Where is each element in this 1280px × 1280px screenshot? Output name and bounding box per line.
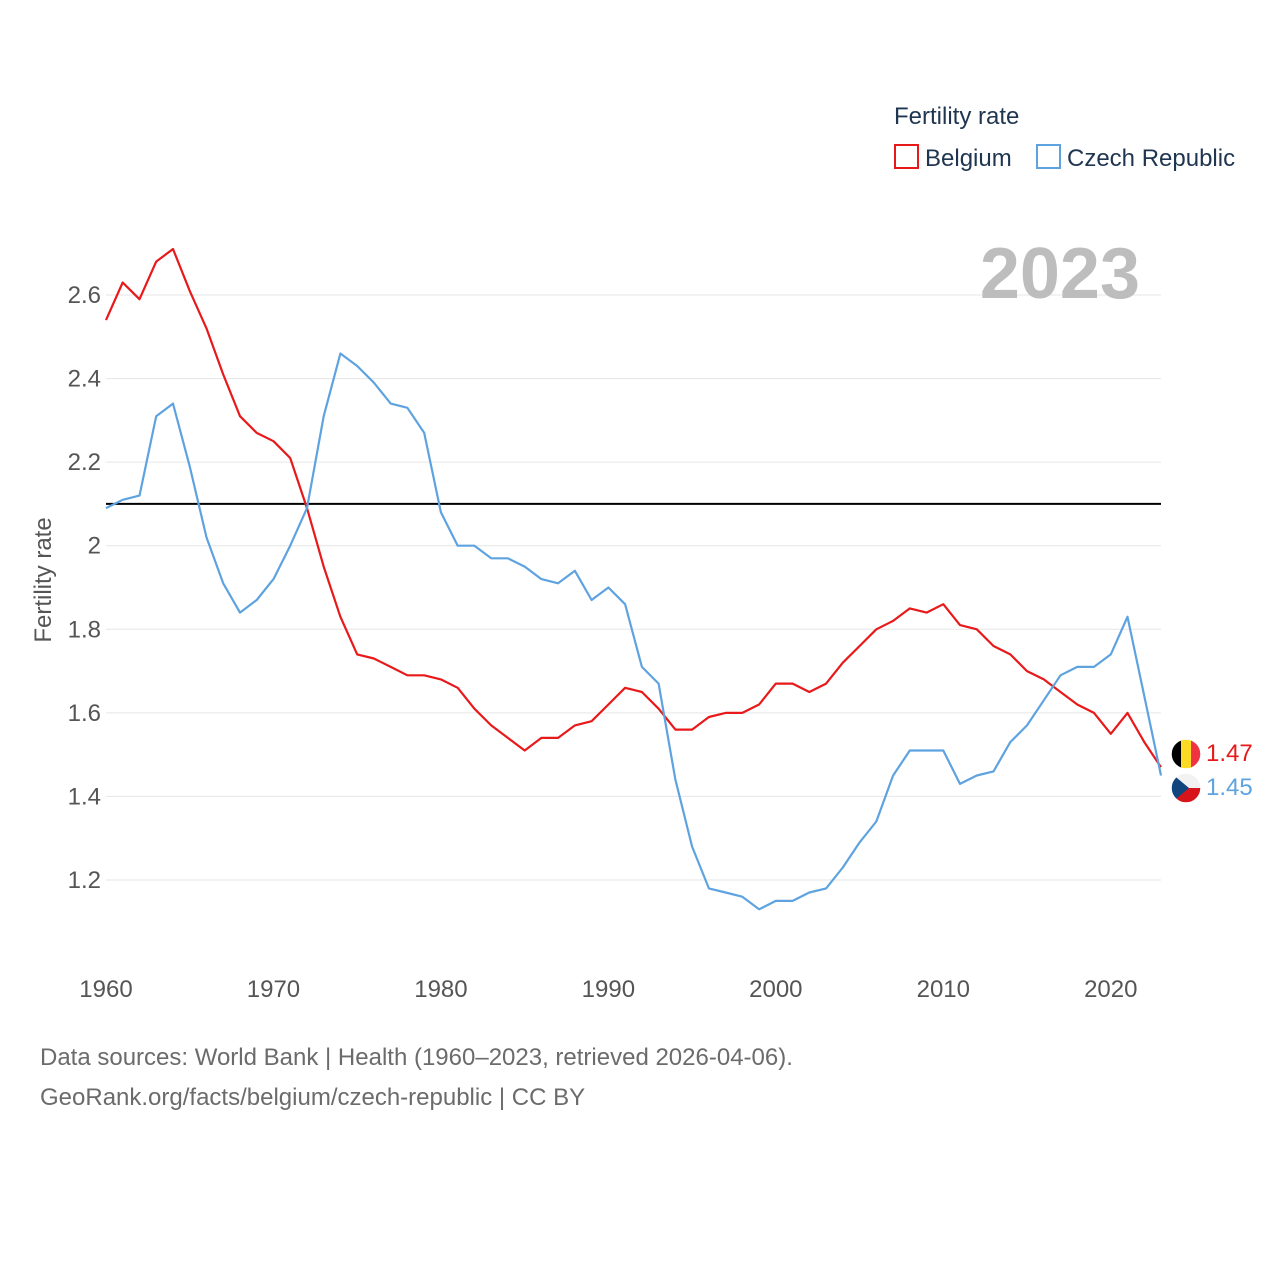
y-tick-label: 1.8: [68, 616, 101, 643]
legend-swatch-belgium: [894, 144, 919, 169]
end-value-czech-republic: 1.45: [1206, 774, 1253, 801]
end-value-belgium: 1.47: [1206, 740, 1253, 767]
line-chart: 1.2 1.4 1.6 1.8 2 2.2 2.4 2.6 1960 1970 1980 1990 20…: [30, 103, 1253, 1003]
belgium-flag-icon: [1170, 738, 1202, 770]
y-tick-label: 1.2: [68, 867, 101, 894]
x-tick-label: 2020: [1084, 976, 1137, 1003]
y-tick-label: 1.4: [68, 783, 101, 810]
year-display: 2023: [980, 234, 1140, 314]
x-tick-label: 1990: [582, 976, 635, 1003]
y-axis-label: Fertility rate: [30, 517, 57, 642]
x-tick-label: 1960: [79, 976, 132, 1003]
y-tick-label: 2.4: [68, 366, 101, 393]
x-tick-label: 2010: [917, 976, 970, 1003]
y-tick-label: 1.6: [68, 700, 101, 727]
legend-item-belgium[interactable]: Belgium: [894, 144, 1012, 172]
x-tick-label: 1980: [414, 976, 467, 1003]
y-tick-label: 2.6: [68, 282, 101, 309]
legend-label-czech-republic: Czech Republic: [1067, 145, 1235, 172]
legend-title: Fertility rate: [894, 103, 1019, 130]
series-line-belgium[interactable]: [104, 247, 1162, 768]
series-line-czech-republic[interactable]: [105, 352, 1163, 911]
source-link[interactable]: GeoRank.org/facts/belgium/czech-republic…: [40, 1084, 586, 1111]
legend-label-belgium: Belgium: [925, 145, 1012, 172]
legend-swatch-czech-republic: [1036, 144, 1061, 169]
y-tick-label: 2.2: [68, 449, 101, 476]
x-tick-label: 2000: [749, 976, 802, 1003]
czech-republic-flag-icon: [1170, 772, 1202, 804]
x-tick-label: 1970: [247, 976, 300, 1003]
source-note: Data sources: World Bank | Health (1960–…: [40, 1044, 793, 1071]
legend: Fertility rate Belgium Czech Republic: [894, 103, 1235, 172]
y-tick-label: 2: [88, 533, 101, 560]
legend-item-czech-republic[interactable]: Czech Republic: [1036, 144, 1235, 172]
